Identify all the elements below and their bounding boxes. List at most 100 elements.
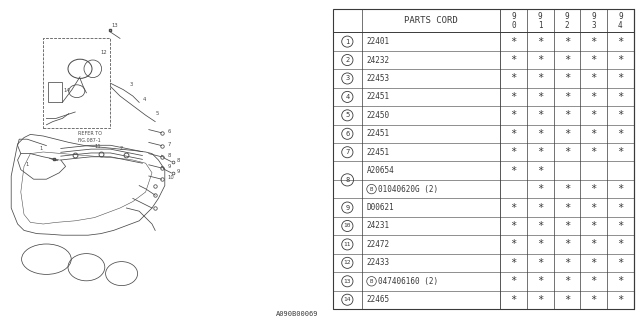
Text: 4: 4 [345,94,349,100]
Text: 1: 1 [538,21,543,30]
Text: 14: 14 [344,297,351,302]
Text: *: * [564,129,570,139]
Bar [44,38,111,128]
Text: *: * [511,55,516,65]
Text: *: * [537,276,543,286]
Text: 3: 3 [345,76,349,82]
Text: 22401: 22401 [367,37,390,46]
Text: REFER TO
FIG.087-1: REFER TO FIG.087-1 [77,131,102,143]
Text: 22450: 22450 [367,111,390,120]
Text: *: * [617,295,623,305]
Text: 3: 3 [129,82,133,87]
Text: 8: 8 [345,177,349,183]
Text: 22472: 22472 [367,240,390,249]
Text: *: * [511,129,516,139]
Text: 2: 2 [345,57,349,63]
Text: *: * [564,55,570,65]
Text: A090B00069: A090B00069 [276,311,319,317]
Text: *: * [617,184,623,194]
Text: 12: 12 [344,260,351,265]
Text: *: * [591,203,596,212]
Text: *: * [511,92,516,102]
Text: *: * [537,74,543,84]
Text: *: * [564,92,570,102]
Text: *: * [617,221,623,231]
Text: *: * [591,36,596,47]
Text: *: * [564,258,570,268]
Text: *: * [617,110,623,120]
Text: *: * [591,184,596,194]
Text: *: * [591,258,596,268]
Text: 10: 10 [168,175,174,180]
Text: *: * [617,129,623,139]
Text: 2: 2 [564,21,569,30]
Text: 8: 8 [177,157,180,163]
Text: 11: 11 [94,144,101,149]
Text: *: * [564,295,570,305]
Text: *: * [537,184,543,194]
Text: 7: 7 [168,141,171,147]
Text: 22451: 22451 [367,129,390,138]
Text: *: * [511,74,516,84]
Text: 12: 12 [100,50,108,55]
Text: *: * [537,147,543,157]
Text: B: B [370,279,373,284]
Text: 1: 1 [345,39,349,44]
Text: *: * [511,239,516,249]
Text: *: * [591,239,596,249]
Text: *: * [537,203,543,212]
Text: *: * [511,166,516,176]
Text: *: * [617,74,623,84]
Text: *: * [537,36,543,47]
Text: 8: 8 [168,153,171,158]
Text: 9: 9 [538,12,543,21]
Text: 22453: 22453 [367,74,390,83]
Text: *: * [591,92,596,102]
Text: 24232: 24232 [367,56,390,65]
Text: *: * [564,203,570,212]
Text: *: * [537,92,543,102]
Text: 13: 13 [344,279,351,284]
Text: *: * [537,55,543,65]
Text: *: * [564,239,570,249]
Text: *: * [617,36,623,47]
Text: *: * [591,276,596,286]
Text: *: * [564,36,570,47]
Text: 01040620G (2): 01040620G (2) [378,185,438,194]
Text: *: * [564,74,570,84]
Text: 9: 9 [511,12,516,21]
Text: 9: 9 [345,204,349,211]
Text: 6: 6 [168,129,171,134]
Text: *: * [511,258,516,268]
Text: 1: 1 [26,162,29,167]
Text: 5: 5 [345,112,349,118]
Text: *: * [591,147,596,157]
Text: 047406160 (2): 047406160 (2) [378,277,438,286]
Text: *: * [511,110,516,120]
Text: *: * [511,147,516,157]
Text: 9: 9 [177,169,180,174]
Text: A20654: A20654 [367,166,394,175]
Text: *: * [537,295,543,305]
Text: 4: 4 [142,97,146,102]
Text: 0: 0 [511,21,516,30]
Text: 9: 9 [564,12,569,21]
Text: PARTS CORD: PARTS CORD [404,16,458,25]
Text: 4: 4 [618,21,623,30]
Text: *: * [617,276,623,286]
Text: *: * [511,36,516,47]
Text: *: * [537,110,543,120]
Text: 9: 9 [618,12,623,21]
Text: 5: 5 [155,111,159,116]
Text: *: * [591,129,596,139]
Text: *: * [591,55,596,65]
Bar [48,82,63,102]
Text: *: * [591,295,596,305]
Text: 3: 3 [591,21,596,30]
Text: *: * [591,110,596,120]
Text: *: * [617,258,623,268]
Text: *: * [617,147,623,157]
Text: 22433: 22433 [367,258,390,267]
Text: *: * [511,276,516,286]
Text: *: * [511,203,516,212]
